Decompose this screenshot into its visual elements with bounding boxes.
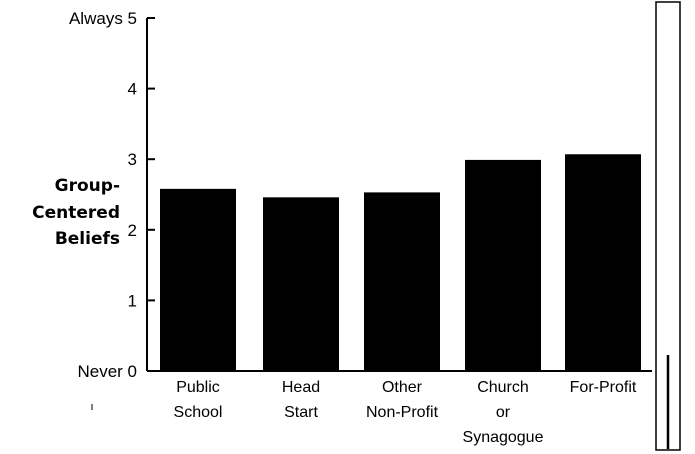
x-category-label: Head [282, 379, 320, 396]
x-category-label: Start [284, 404, 318, 421]
bar [263, 197, 339, 371]
y-tick-label: 3 [128, 150, 137, 169]
x-category-label: Church [477, 379, 529, 396]
y-axis-label-line: Beliefs [55, 229, 120, 249]
x-category-label: Public [176, 379, 220, 396]
bar [364, 192, 440, 371]
y-axis-label-line: Centered [32, 203, 120, 223]
x-axis-labels: Public School Head Start Other Non-Profit Chur… [174, 379, 637, 446]
x-category-label: For-Profit [570, 379, 637, 396]
bar [565, 154, 641, 371]
y-axis-label: Group- Centered Beliefs [32, 176, 120, 249]
y-tick-label: 4 [128, 80, 137, 99]
y-axis-label-line: Group- [55, 176, 120, 196]
right-side-panel [91, 1, 681, 451]
y-tick-label: 2 [128, 221, 137, 240]
bars [147, 154, 652, 372]
x-category-label: Other [382, 379, 423, 396]
y-tick-label: Always 5 [69, 9, 137, 28]
y-axis: Never 0 1 2 3 4 Always 5 [69, 9, 155, 381]
y-tick-label: 1 [128, 291, 137, 310]
bar [465, 159, 541, 371]
x-category-label: or [496, 404, 511, 421]
x-category-label: School [174, 404, 223, 421]
y-tick-label: Never 0 [77, 362, 137, 381]
x-category-label: Non-Profit [366, 404, 439, 421]
x-category-label: Synagogue [463, 429, 544, 446]
bar [160, 188, 236, 371]
